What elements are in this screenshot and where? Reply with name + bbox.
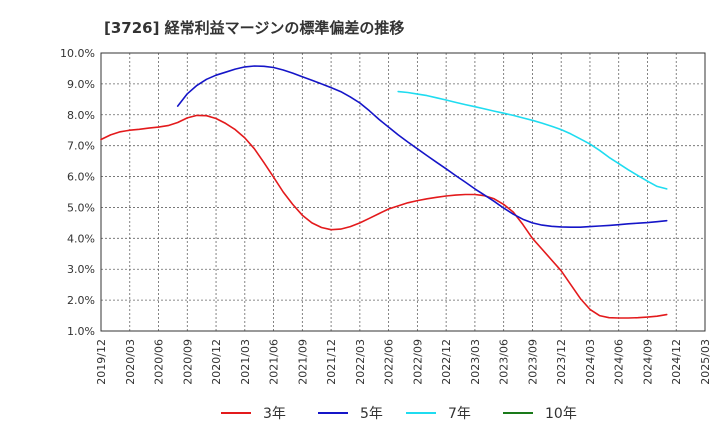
x-tick-label: 2020/09 bbox=[181, 339, 194, 385]
y-tick-label: 7.0% bbox=[67, 140, 95, 153]
x-tick-label: 2021/03 bbox=[239, 339, 252, 385]
y-tick-label: 3.0% bbox=[67, 263, 95, 276]
series-line-1 bbox=[100, 114, 668, 319]
x-tick-label: 2020/03 bbox=[124, 339, 137, 385]
x-tick-label: 2024/09 bbox=[641, 339, 654, 385]
y-tick-label: 6.0% bbox=[67, 171, 95, 184]
series-lines bbox=[100, 65, 668, 319]
x-tick-label: 2024/06 bbox=[613, 339, 626, 385]
x-tick-label: 2023/06 bbox=[498, 339, 511, 385]
x-tick-label: 2023/03 bbox=[469, 339, 482, 385]
x-tick-label: 2023/09 bbox=[526, 339, 539, 385]
x-tick-label: 2020/12 bbox=[210, 339, 223, 385]
y-tick-label: 1.0% bbox=[67, 325, 95, 338]
x-axis: 2019/12 2020/03 2020/06 2020/09 2020/12 2021/… bbox=[95, 339, 712, 385]
series-line-3 bbox=[397, 90, 668, 190]
x-tick-label: 2022/09 bbox=[411, 339, 424, 385]
plot-area bbox=[101, 53, 705, 331]
x-tick-label: 2023/12 bbox=[555, 339, 568, 385]
plot-frame bbox=[100, 52, 706, 332]
legend-label-3: 7年 bbox=[448, 406, 471, 422]
legend-label-1: 3年 bbox=[263, 406, 286, 422]
x-tick-label: 2024/03 bbox=[584, 339, 597, 385]
y-axis: 1.0% 2.0% 3.0% 4.0% 5.0% 6.0% 7.0% 8.0% 9.0% 10.0… bbox=[60, 47, 95, 338]
legend: 3年 5年 7年 10年 bbox=[221, 406, 577, 422]
x-tick-label: 2020/06 bbox=[153, 339, 166, 385]
legend-label-2: 5年 bbox=[360, 406, 383, 422]
series-line-2 bbox=[176, 65, 668, 228]
y-tick-label: 9.0% bbox=[67, 78, 95, 91]
y-tick-label: 4.0% bbox=[67, 232, 95, 245]
x-tick-label: 2019/12 bbox=[95, 339, 108, 385]
legend-label-4: 10年 bbox=[545, 406, 577, 422]
x-tick-label: 2021/06 bbox=[268, 339, 281, 385]
x-tick-label: 2022/06 bbox=[383, 339, 396, 385]
y-tick-label: 8.0% bbox=[67, 109, 95, 122]
x-tick-label: 2021/09 bbox=[296, 339, 309, 385]
x-tick-label: 2021/12 bbox=[325, 339, 338, 385]
chart-title: [3726] 経常利益マージンの標準偏差の推移 bbox=[104, 19, 404, 37]
y-tick-label: 5.0% bbox=[67, 201, 95, 214]
y-tick-label: 2.0% bbox=[67, 294, 95, 307]
y-tick-label: 10.0% bbox=[60, 47, 95, 60]
x-tick-label: 2022/12 bbox=[440, 339, 453, 385]
x-tick-label: 2024/12 bbox=[670, 339, 683, 385]
x-tick-label: 2025/03 bbox=[699, 339, 712, 385]
x-tick-label: 2022/03 bbox=[354, 339, 367, 385]
